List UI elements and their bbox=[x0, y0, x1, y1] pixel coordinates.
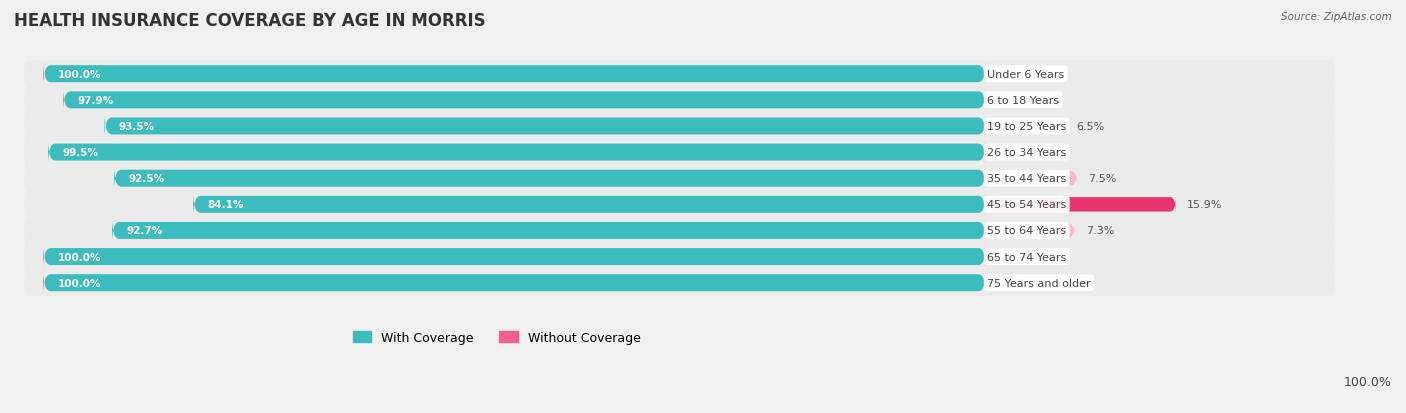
Text: Source: ZipAtlas.com: Source: ZipAtlas.com bbox=[1281, 12, 1392, 22]
Text: 6 to 18 Years: 6 to 18 Years bbox=[987, 95, 1059, 106]
FancyBboxPatch shape bbox=[63, 88, 986, 113]
Text: 2.1%: 2.1% bbox=[1025, 95, 1053, 106]
Text: HEALTH INSURANCE COVERAGE BY AGE IN MORRIS: HEALTH INSURANCE COVERAGE BY AGE IN MORR… bbox=[14, 12, 485, 30]
Text: 92.5%: 92.5% bbox=[128, 174, 165, 184]
Text: 92.7%: 92.7% bbox=[127, 226, 163, 236]
Text: Under 6 Years: Under 6 Years bbox=[987, 69, 1064, 79]
FancyBboxPatch shape bbox=[112, 218, 986, 243]
Text: 93.5%: 93.5% bbox=[118, 122, 155, 132]
Text: 26 to 34 Years: 26 to 34 Years bbox=[987, 148, 1066, 158]
Text: 65 to 74 Years: 65 to 74 Years bbox=[987, 252, 1066, 262]
FancyBboxPatch shape bbox=[24, 270, 1334, 296]
FancyBboxPatch shape bbox=[988, 223, 1074, 240]
Text: 84.1%: 84.1% bbox=[207, 200, 243, 210]
Text: 0.0%: 0.0% bbox=[1005, 69, 1033, 79]
Text: 97.9%: 97.9% bbox=[77, 95, 114, 106]
Legend: With Coverage, Without Coverage: With Coverage, Without Coverage bbox=[347, 326, 645, 349]
Text: 45 to 54 Years: 45 to 54 Years bbox=[987, 200, 1066, 210]
Text: 7.3%: 7.3% bbox=[1085, 226, 1114, 236]
FancyBboxPatch shape bbox=[44, 62, 986, 87]
FancyBboxPatch shape bbox=[48, 140, 986, 165]
Text: 75 Years and older: 75 Years and older bbox=[987, 278, 1091, 288]
FancyBboxPatch shape bbox=[44, 244, 986, 269]
FancyBboxPatch shape bbox=[988, 92, 1014, 109]
Text: 15.9%: 15.9% bbox=[1187, 200, 1223, 210]
FancyBboxPatch shape bbox=[988, 118, 1066, 135]
FancyBboxPatch shape bbox=[44, 271, 986, 295]
FancyBboxPatch shape bbox=[193, 192, 986, 217]
Text: 19 to 25 Years: 19 to 25 Years bbox=[987, 122, 1066, 132]
Text: 0.0%: 0.0% bbox=[1005, 252, 1033, 262]
FancyBboxPatch shape bbox=[24, 166, 1334, 192]
Text: 6.5%: 6.5% bbox=[1077, 122, 1105, 132]
FancyBboxPatch shape bbox=[24, 192, 1334, 218]
Text: 0.0%: 0.0% bbox=[1005, 278, 1033, 288]
Text: 35 to 44 Years: 35 to 44 Years bbox=[987, 174, 1066, 184]
Text: 100.0%: 100.0% bbox=[58, 252, 101, 262]
Text: 99.5%: 99.5% bbox=[62, 148, 98, 158]
FancyBboxPatch shape bbox=[114, 166, 986, 191]
FancyBboxPatch shape bbox=[24, 218, 1334, 244]
FancyBboxPatch shape bbox=[104, 114, 986, 139]
FancyBboxPatch shape bbox=[24, 244, 1334, 270]
Text: 7.5%: 7.5% bbox=[1088, 174, 1116, 184]
FancyBboxPatch shape bbox=[988, 196, 1175, 213]
FancyBboxPatch shape bbox=[24, 114, 1334, 140]
FancyBboxPatch shape bbox=[24, 140, 1334, 166]
FancyBboxPatch shape bbox=[988, 170, 1077, 187]
Text: 100.0%: 100.0% bbox=[58, 278, 101, 288]
Text: 100.0%: 100.0% bbox=[1344, 375, 1392, 388]
Text: 0.54%: 0.54% bbox=[1007, 148, 1042, 158]
FancyBboxPatch shape bbox=[24, 62, 1334, 88]
Text: 100.0%: 100.0% bbox=[58, 69, 101, 79]
Text: 55 to 64 Years: 55 to 64 Years bbox=[987, 226, 1066, 236]
FancyBboxPatch shape bbox=[988, 144, 995, 161]
FancyBboxPatch shape bbox=[24, 88, 1334, 114]
